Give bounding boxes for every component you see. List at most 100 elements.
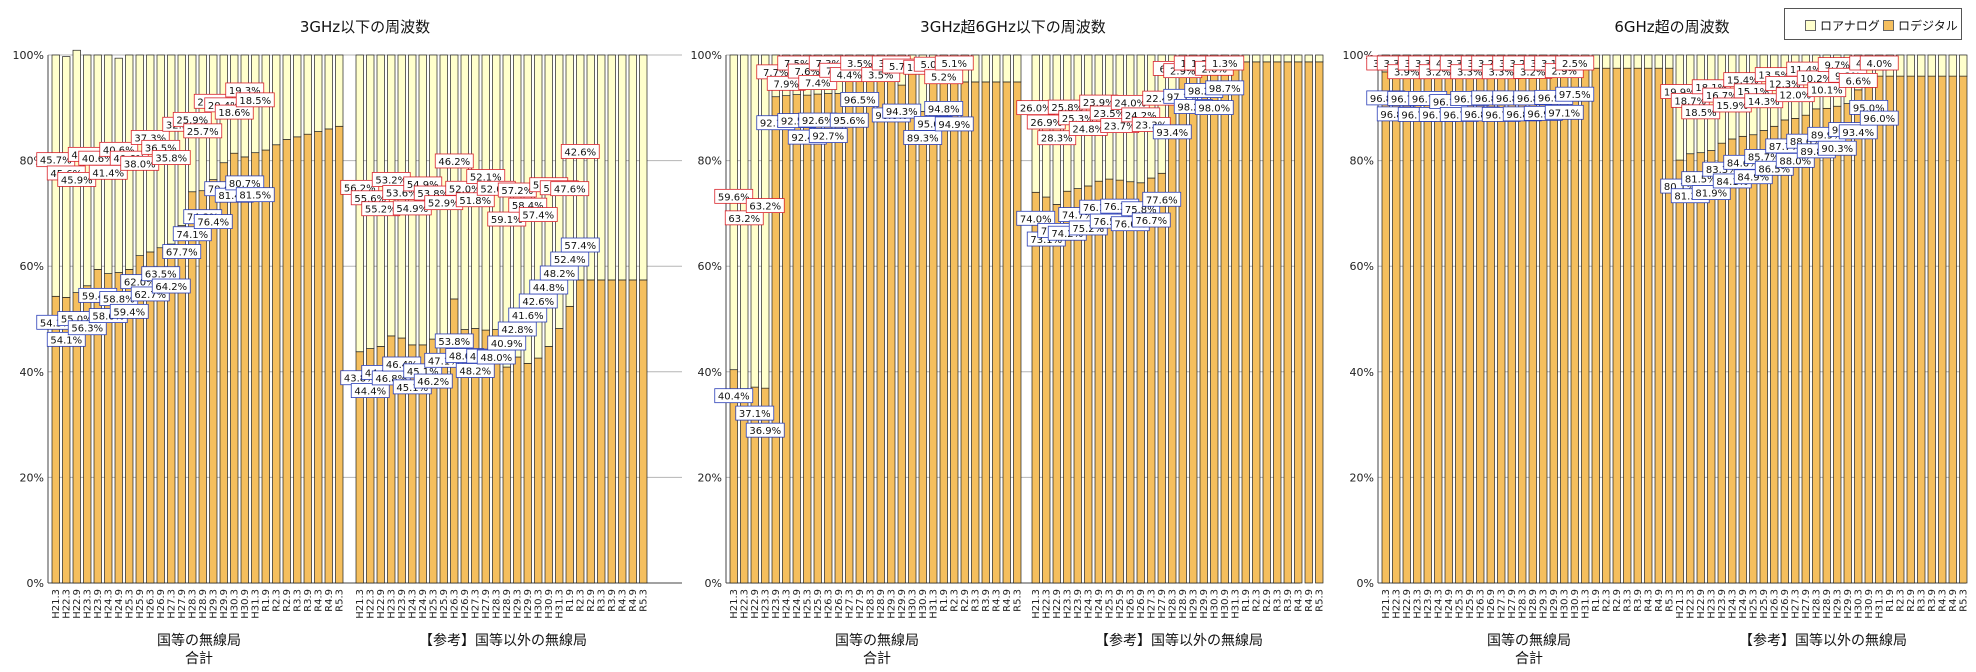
x-tick-label-0-1-7: H25.3: [428, 589, 439, 619]
x-tick-label-1-1-2: H22.9: [1052, 589, 1063, 619]
data-label-box-analog-1-0-8: [798, 75, 838, 90]
x-tick-label-2-1-14: H28.9: [1822, 589, 1833, 619]
bar-digital-1-1-16: [1199, 64, 1208, 584]
data-label-digital-1-0-4: 92.1%: [760, 119, 792, 130]
x-tick-label-0-0-11: H27.3: [166, 589, 177, 619]
group-label-0-0-0: 国等の無線局: [157, 632, 241, 649]
data-label-digital-1-0-20: 94.8%: [928, 104, 960, 115]
data-label-digital-1-0-8: 92.6%: [802, 116, 834, 127]
bar-digital-1-1-8: [1115, 179, 1124, 584]
x-tick-label-1-0-18: H30.9: [918, 589, 929, 619]
data-label-box-digital-2-0-17: [1544, 104, 1584, 120]
data-label-box-analog-1-0-21: [934, 55, 974, 71]
legend: ロアナログ ロデジタル: [1784, 8, 1962, 40]
x-tick-label-1-1-9: H26.3: [1125, 589, 1136, 619]
x-tick-label-1-1-13: H28.3: [1167, 589, 1178, 619]
bar-digital-1-0-17: [908, 73, 917, 584]
bar-digital-2-1-10: [1780, 119, 1789, 584]
x-tick-label-0-0-3: H23.3: [82, 589, 93, 619]
data-label-box-digital-1-0-2: [735, 405, 775, 421]
bar-digital-0-1-26: [628, 279, 637, 584]
group-label-0-1-0: 【参考】国等以外の無線局: [419, 632, 587, 649]
bar-digital-1-0-15: [887, 72, 896, 584]
bar-digital-2-0-27: [1665, 67, 1674, 584]
x-tick-label-0-0-21: R2.3: [271, 589, 282, 612]
y-tick-label-2-1: 20%: [1350, 471, 1374, 484]
data-label-analog-2-0-2: 3.9%: [1394, 68, 1419, 79]
bar-digital-2-1-4: [1717, 142, 1726, 584]
group-label-1-1-0: 【参考】国等以外の無線局: [1095, 632, 1263, 649]
data-label-box-digital-1-0-0: [714, 388, 754, 404]
x-tick-label-1-0-13: H28.3: [865, 589, 876, 619]
x-tick-label-2-0-2: H22.9: [1402, 589, 1413, 619]
data-label-digital-2-0-15: 96.9%: [1527, 109, 1559, 120]
x-tick-label-0-0-26: R4.9: [324, 589, 335, 612]
x-tick-label-1-0-10: H26.9: [834, 589, 845, 619]
data-label-analog-0-1-21: 42.6%: [564, 147, 596, 158]
data-label-analog-1-1-12: 22.4%: [1146, 94, 1178, 105]
data-label-digital-0-1-21: 57.4%: [564, 241, 596, 252]
data-label-box-analog-0-1-21: [560, 144, 600, 159]
x-tick-label-1-0-24: R3.9: [981, 589, 992, 612]
bar-digital-1-1-22: [1262, 61, 1271, 584]
bar-digital-1-0-11: [845, 77, 854, 584]
data-label-digital-1-1-10: 75.8%: [1125, 205, 1157, 216]
x-tick-label-0-1-24: R3.9: [607, 589, 618, 612]
data-label-digital-0-1-9: 53.8%: [438, 337, 470, 348]
x-tick-label-0-0-6: H24.9: [114, 589, 125, 619]
bar-digital-1-0-6: [792, 94, 801, 584]
data-label-digital-1-0-6: 92.5%: [781, 117, 813, 128]
data-label-analog-2-0-14: 3.2%: [1520, 67, 1545, 78]
data-label-digital-2-1-12: 88.6%: [1790, 137, 1822, 148]
bar-digital-2-1-20: [1885, 75, 1894, 584]
data-label-digital-0-0-3: 56.3%: [71, 324, 103, 335]
x-tick-label-0-1-2: H22.9: [376, 589, 387, 619]
legend-label-digital: ロデジタル: [1898, 19, 1958, 33]
bar-digital-1-0-7: [803, 94, 812, 584]
data-label-analog-2-1-7: 15.1%: [1737, 87, 1769, 98]
data-label-box-analog-0-0-11: [151, 150, 191, 165]
x-tick-label-0-1-0: H21.3: [355, 589, 366, 619]
bar-digital-1-1-7: [1105, 178, 1114, 584]
x-tick-label-1-0-4: H23.9: [771, 589, 782, 619]
y-tick-label-1-5: 100%: [691, 49, 722, 62]
data-label-digital-1-1-3: 74.2%: [1051, 229, 1083, 240]
group-label-2-0-0: 国等の無線局: [1487, 632, 1571, 649]
bar-digital-1-1-5: [1084, 185, 1093, 584]
bar-digital-1-1-14: [1178, 69, 1187, 584]
x-tick-label-1-1-6: H24.9: [1094, 589, 1105, 619]
data-label-digital-2-0-16: 96.9%: [1538, 93, 1570, 104]
data-label-digital-2-0-7: 96.7%: [1443, 110, 1475, 121]
bar-analog-1-1-24: [1283, 54, 1292, 63]
data-label-digital-1-1-5: 75.2%: [1072, 224, 1104, 235]
x-tick-label-0-0-8: H25.9: [135, 589, 146, 619]
bar-digital-2-0-12: [1507, 71, 1516, 584]
bar-analog-2-0-26: [1654, 54, 1663, 69]
x-tick-label-1-1-5: H24.3: [1083, 589, 1094, 619]
data-label-digital-0-0-6: 58.8%: [103, 295, 135, 306]
bar-analog-2-0-22: [1612, 54, 1621, 69]
x-tick-label-2-1-26: R4.9: [1948, 589, 1959, 612]
bar-analog-2-1-27: [1959, 54, 1968, 77]
data-label-digital-0-1-3: 46.8%: [375, 374, 407, 385]
bar-digital-2-0-10: [1486, 71, 1495, 584]
x-tick-label-1-0-8: H25.9: [813, 589, 824, 619]
data-label-analog-0-1-10: 52.0%: [449, 184, 481, 195]
bar-digital-2-0-11: [1497, 72, 1506, 584]
bar-digital-2-1-16: [1843, 103, 1852, 584]
bar-digital-2-1-13: [1812, 108, 1821, 584]
data-label-box-digital-2-1-19: [1859, 110, 1899, 126]
data-label-digital-2-0-12: 96.8%: [1496, 94, 1528, 105]
data-label-analog-1-1-2: 28.3%: [1041, 134, 1073, 145]
bar-analog-2-1-25: [1938, 54, 1947, 77]
data-label-digital-0-1-8: 47.1%: [428, 356, 460, 367]
data-label-digital-1-0-12: 96.5%: [844, 95, 876, 106]
data-label-box-digital-1-0-16: [882, 103, 922, 119]
y-tick-label-0-5: 100%: [13, 49, 44, 62]
x-tick-label-1-1-11: H27.3: [1146, 589, 1157, 619]
data-label-digital-1-0-9: 92.7%: [812, 132, 844, 143]
y-tick-label-2-4: 80%: [1350, 155, 1374, 168]
data-label-analog-0-0-19: 18.5%: [239, 96, 271, 107]
data-label-digital-1-1-7: 76.5%: [1093, 217, 1125, 228]
data-label-digital-1-1-9: 76.0%: [1114, 220, 1146, 231]
